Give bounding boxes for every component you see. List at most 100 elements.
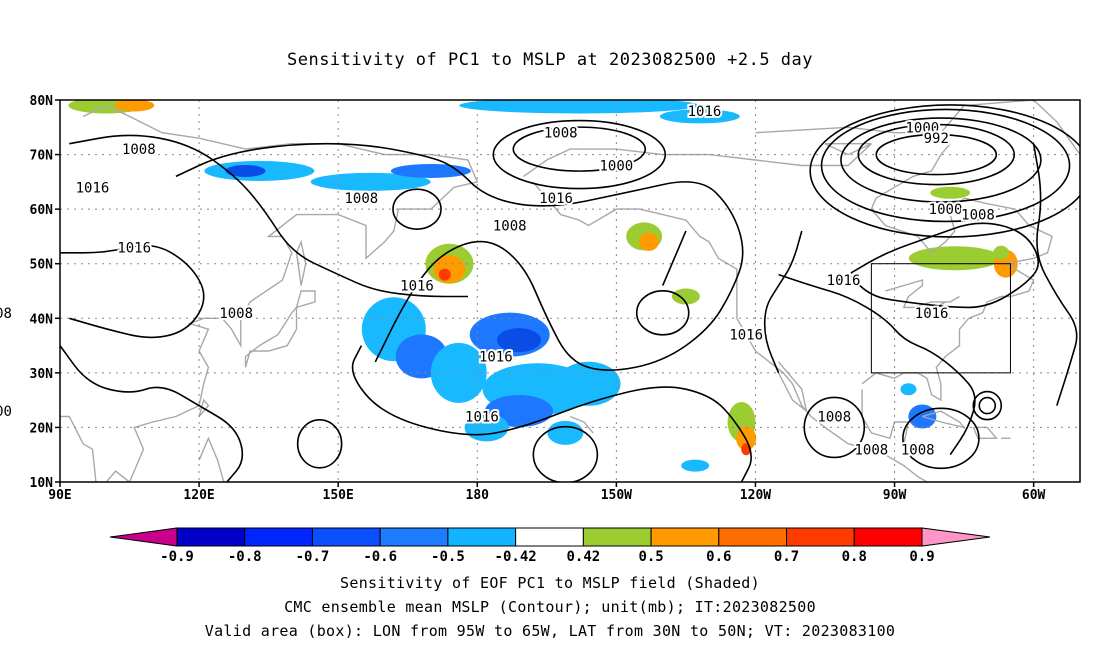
lon-tick-label: 180 (466, 488, 490, 503)
lon-tick-label: 90E (48, 488, 71, 503)
mslp-isobar (512, 126, 647, 172)
mslp-isobar (820, 108, 1071, 223)
colorbar-swatch (582, 527, 652, 547)
contour-label: 1016 (915, 306, 949, 322)
valid-area-box (870, 263, 1011, 374)
colorbar-label: 0.5 (638, 549, 663, 565)
contour-label: 1000 (906, 120, 940, 136)
colorbar-label: 0.7 (774, 549, 799, 565)
contour-label: 1008 (219, 306, 253, 322)
mslp-isobar (857, 123, 1016, 186)
lat-tick-label: 80N (30, 94, 54, 109)
contour-label: 1008 (345, 191, 379, 207)
contour-label: 1008 (122, 142, 156, 158)
coastline (198, 436, 225, 482)
colorbar: -0.9 -0.8 -0.7 -0.6 -0.5 -0.42 0.42 0.5 0.6 0.7 0.… (109, 527, 991, 565)
shade-region (225, 164, 266, 177)
contour-label: 1008 (493, 219, 527, 235)
mslp-isobar (60, 244, 205, 339)
lon-tick-label: 150W (601, 488, 632, 503)
colorbar-swatch (447, 527, 517, 547)
contour-label: 1016 (827, 273, 861, 289)
shade-region (930, 186, 971, 199)
caption-contour: CMC ensemble mean MSLP (Contour); unit(m… (284, 598, 816, 616)
coastline (861, 389, 910, 444)
coastline (755, 100, 1034, 134)
contour-label: 1016 (117, 240, 151, 256)
contour-label: 1016 (479, 349, 513, 365)
contour-label: 1008 (901, 442, 935, 458)
shade-region (547, 420, 584, 445)
lat-tick-label: 70N (30, 149, 54, 164)
contour-label: 1008 (817, 410, 851, 426)
mslp-isobar (532, 425, 599, 482)
colorbar-label: -0.9 (160, 549, 194, 565)
lon-tick-label: 90W (883, 488, 907, 503)
contour-label: 1016 (688, 104, 722, 120)
shade-region (638, 232, 659, 251)
shade-region (438, 268, 451, 281)
caption-shaded: Sensitivity of EOF PC1 to MSLP field (Sh… (340, 574, 760, 592)
colorbar-label: 0.6 (706, 549, 731, 565)
sensitivity-shading (68, 100, 1018, 472)
mslp-isobar (492, 119, 667, 190)
shade-region (114, 100, 155, 112)
contour-label: 1008 (961, 208, 995, 224)
coastline (60, 415, 97, 482)
coastline (532, 181, 928, 482)
contour-label: 1016 (76, 180, 110, 196)
contour-label: 1008 (544, 126, 578, 142)
shade-region (430, 342, 487, 403)
map-frame (59, 99, 1081, 483)
contour-labels: 1008 1016 1016 1008 1008 1000 1008 1016 1008 1000… (0, 102, 997, 460)
colorbar-swatch (176, 527, 246, 547)
colorbar-swatch (650, 527, 720, 547)
coastline (927, 301, 946, 309)
colorbar-label: 0.9 (909, 549, 934, 565)
coastline (244, 305, 298, 368)
colorbar-swatch (311, 527, 381, 547)
mslp-isobar (763, 230, 803, 374)
shade-region (497, 328, 541, 353)
lon-tick-label: 60W (1022, 488, 1046, 503)
contour-label: 1016 (400, 279, 434, 295)
coastline (922, 410, 967, 429)
mslp-isobar (60, 345, 244, 482)
shade-region (390, 163, 471, 178)
mslp-contours (60, 104, 1080, 482)
coastline (861, 143, 1054, 402)
colorbar-swatch (379, 527, 449, 547)
lat-tick-label: 10N (30, 476, 54, 491)
shade-region (900, 383, 917, 396)
mslp-isobar (902, 407, 980, 470)
mslp-isobar (635, 290, 690, 336)
coastline (198, 398, 210, 417)
mslp-isobar (175, 142, 744, 371)
shade-region (459, 100, 700, 114)
lon-tick-label: 120E (183, 488, 214, 503)
mslp-isobar (978, 396, 997, 415)
mslp-isobar (392, 188, 442, 230)
lon-tick-label: 120W (740, 488, 771, 503)
mslp-isobar (1032, 143, 1078, 406)
shade-region (993, 245, 1010, 260)
mslp-isobar (69, 134, 468, 298)
shade-region (908, 246, 1001, 271)
shade-region (681, 459, 710, 472)
coastline (295, 290, 316, 309)
colorbar-label: -0.42 (495, 549, 537, 565)
contour-label: 1000 (600, 158, 634, 174)
colorbar-label: 0.8 (842, 549, 867, 565)
shade-region (310, 172, 431, 191)
lon-tick-label: 150E (323, 488, 354, 503)
contour-label: 992 (924, 131, 949, 147)
coastline (1033, 100, 1080, 157)
colorbar-high-arrow (921, 527, 991, 547)
contour-label: 1000 (0, 404, 12, 420)
coastline (885, 279, 960, 309)
contour-label: 1016 (539, 191, 573, 207)
contour-label: 1016 (465, 410, 499, 426)
mslp-isobar (661, 230, 687, 286)
